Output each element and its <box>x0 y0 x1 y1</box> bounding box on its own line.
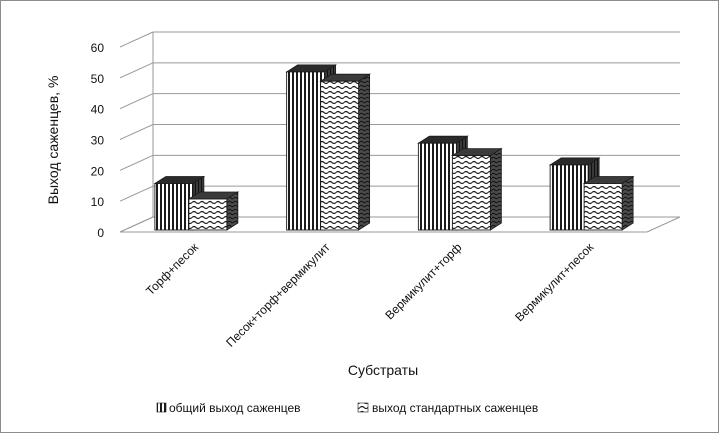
y-tick-labels: 0 10 20 30 40 50 60 <box>91 41 105 240</box>
legend-label-series-2: выход стандартных саженцев <box>372 401 538 415</box>
bar-front-face <box>154 183 194 231</box>
y-tick-label: 10 <box>91 195 105 209</box>
y-axis-title: Выход саженцев, % <box>45 76 61 205</box>
bar-2-3 <box>451 147 503 231</box>
legend-swatch-series-2 <box>357 402 369 413</box>
bar-2-1 <box>187 191 240 231</box>
y-tick-label: 50 <box>91 72 105 86</box>
gridline-side <box>119 216 154 233</box>
gridline-side <box>119 154 154 171</box>
gridline-side <box>119 31 154 48</box>
floor-right-edge <box>646 216 681 233</box>
y-tick-label: 20 <box>91 164 105 178</box>
bar-side-face <box>489 147 502 231</box>
x-tick-label: Вермикулит+песок <box>512 240 597 325</box>
bar-front-face <box>417 142 457 231</box>
bar-front-face <box>549 164 589 231</box>
bar-side-face <box>358 73 371 231</box>
x-axis-title: Субстраты <box>348 362 418 378</box>
gridline-side <box>119 62 154 79</box>
x-tick-labels: Торф+песок Песок+торф+вермикулит Вермикули… <box>143 240 597 350</box>
y-tick-label: 0 <box>97 226 104 240</box>
gridline-side <box>119 124 154 140</box>
bar-front-face <box>286 71 326 231</box>
y-tick-label: 30 <box>91 134 105 148</box>
bar-front-face <box>320 80 360 231</box>
bar-2-4 <box>582 175 635 231</box>
x-tick-label: Вермикулит+торф <box>382 240 464 322</box>
bars <box>153 64 635 231</box>
gridline-side <box>119 185 154 202</box>
legend: общий выход саженцев выход стандартных с… <box>156 401 538 415</box>
x-tick-label: Торф+песок <box>143 240 201 298</box>
bar-2-2 <box>319 73 371 231</box>
bar-front-face <box>188 198 228 231</box>
bar-front-face <box>583 183 623 231</box>
y-tick-label: 60 <box>91 41 105 55</box>
x-tick-label: Песок+торф+вермикулит <box>223 240 333 350</box>
legend-swatch-series-1 <box>156 402 167 413</box>
legend-label-series-1: общий выход саженцев <box>169 401 301 415</box>
gridline-side <box>119 93 154 110</box>
bar-side-face <box>621 175 634 231</box>
y-tick-label: 40 <box>91 103 105 117</box>
bar-front-face <box>451 155 491 231</box>
